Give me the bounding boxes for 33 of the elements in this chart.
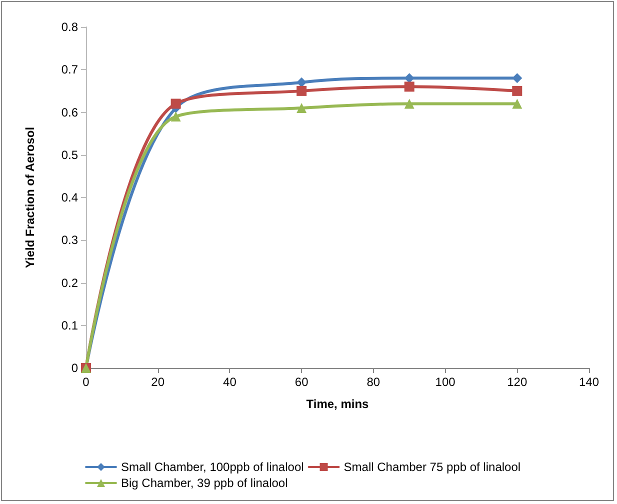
point xyxy=(512,98,522,109)
y-tick-label: 0.2 xyxy=(61,276,78,290)
x-tick-label: 80 xyxy=(366,375,380,389)
x-tick-label: 100 xyxy=(435,375,456,389)
point xyxy=(296,86,307,96)
y-tick-label: 0.3 xyxy=(61,233,78,248)
legend-label: Small Chamber, 100ppb of linalool xyxy=(121,460,304,474)
point xyxy=(170,98,181,109)
y-axis-title: Yield Fraction of Aerosol xyxy=(23,126,37,268)
point xyxy=(512,73,522,84)
x-tick-label: 60 xyxy=(294,375,309,389)
x-axis-title: Time, mins xyxy=(306,397,370,411)
x-tick-label: 140 xyxy=(578,375,600,389)
point xyxy=(404,73,414,84)
x-tick-label: 120 xyxy=(507,375,528,389)
y-tick-label: 0.8 xyxy=(61,20,78,34)
point xyxy=(296,77,307,88)
x-tick-label: 0 xyxy=(82,375,90,389)
point xyxy=(404,98,414,109)
point xyxy=(512,86,522,96)
point xyxy=(170,112,181,122)
legend-label: Big Chamber, 39 ppb of linalool xyxy=(121,476,288,490)
x-tick-label: 40 xyxy=(223,375,237,389)
y-tick-label: 0.5 xyxy=(61,148,78,162)
y-tick-label: 0.7 xyxy=(61,62,78,77)
point xyxy=(404,82,414,92)
legend-label: Small Chamber 75 ppb of linalool xyxy=(344,460,521,474)
x-tick-label: 20 xyxy=(151,375,165,389)
y-tick-label: 0.6 xyxy=(61,105,78,120)
y-tick-label: 0.1 xyxy=(61,318,78,332)
point xyxy=(296,102,307,113)
y-tick-label: 0 xyxy=(71,361,78,375)
y-tick-label: 0.4 xyxy=(61,190,78,204)
